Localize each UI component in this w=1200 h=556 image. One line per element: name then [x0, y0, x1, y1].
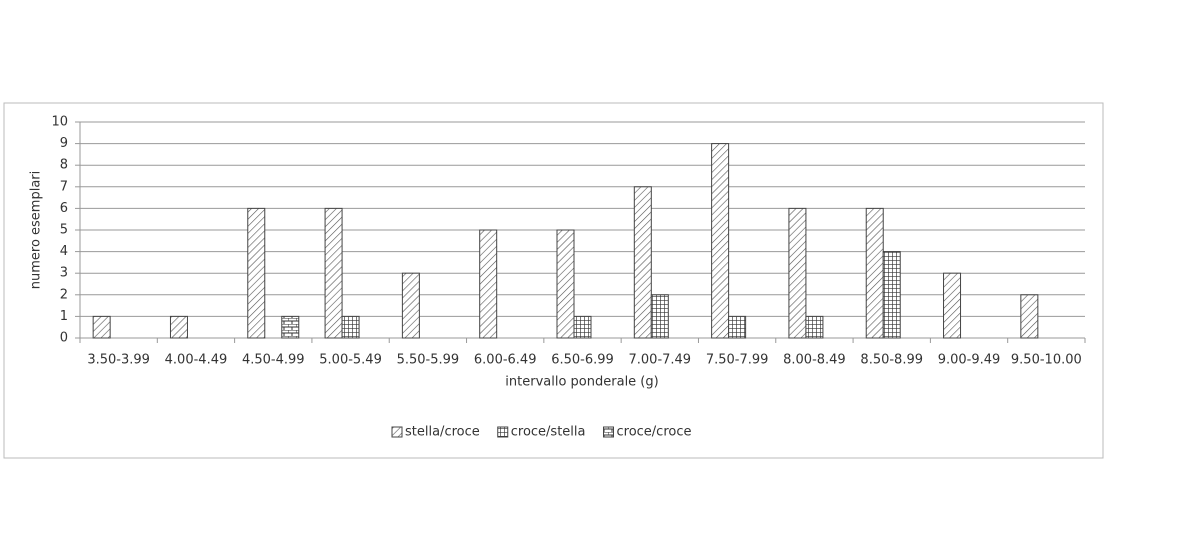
y-tick-label: 3 — [60, 266, 68, 281]
legend-swatch — [497, 426, 509, 438]
x-tick-label: 9.50-10.00 — [1011, 353, 1082, 368]
y-axis-label: numero esemplari — [29, 171, 44, 290]
y-tick-label: 8 — [60, 158, 68, 173]
bar — [633, 186, 652, 339]
legend-swatch — [603, 426, 614, 438]
x-tick-label: 8.00-8.49 — [783, 353, 846, 368]
x-tick-label: 3.50-3.99 — [87, 353, 150, 368]
bar — [1020, 294, 1039, 339]
x-tick-label: 7.50-7.99 — [706, 353, 769, 368]
bar — [711, 143, 730, 339]
bar — [805, 315, 824, 339]
x-tick-label: 5.00-5.49 — [319, 353, 382, 368]
bar — [479, 229, 498, 339]
x-tick-label: 7.00-7.49 — [629, 353, 692, 368]
x-tick-label: 6.00-6.49 — [474, 353, 537, 368]
x-tick-label: 8.50-8.99 — [860, 353, 923, 368]
y-tick-label: 7 — [60, 179, 68, 194]
legend-label: stella/croce — [405, 425, 480, 440]
y-tick-label: 5 — [60, 223, 68, 238]
x-axis-label: intervallo ponderale (g) — [505, 375, 658, 390]
y-tick-label: 6 — [60, 201, 68, 216]
legend-swatch — [391, 426, 403, 438]
y-tick-label: 4 — [60, 244, 68, 259]
bar — [556, 229, 575, 339]
x-tick-label: 5.50-5.99 — [397, 353, 460, 368]
bar — [650, 294, 669, 339]
bar — [943, 272, 962, 339]
bar — [281, 315, 300, 339]
y-tick-label: 10 — [51, 115, 68, 130]
y-tick-label: 9 — [60, 136, 68, 151]
x-tick-label: 4.00-4.49 — [165, 353, 228, 368]
y-tick-label: 0 — [60, 331, 68, 346]
y-tick-label: 1 — [60, 309, 68, 324]
legend-label: croce/croce — [617, 425, 692, 440]
legend-label: croce/stella — [511, 425, 586, 440]
x-tick-label: 9.00-9.49 — [938, 353, 1001, 368]
bar — [401, 272, 420, 339]
bar — [573, 315, 592, 339]
bar — [341, 315, 360, 339]
y-tick-label: 2 — [60, 287, 68, 302]
bar — [92, 315, 111, 339]
x-tick-label: 6.50-6.99 — [551, 353, 614, 368]
bar — [169, 315, 188, 339]
bar — [788, 207, 807, 339]
bar — [247, 207, 266, 339]
bar — [882, 251, 901, 339]
bar — [728, 315, 747, 339]
x-tick-label: 4.50-4.99 — [242, 353, 305, 368]
chart-border — [3, 102, 1104, 459]
bar — [324, 207, 343, 339]
bar — [865, 207, 884, 339]
